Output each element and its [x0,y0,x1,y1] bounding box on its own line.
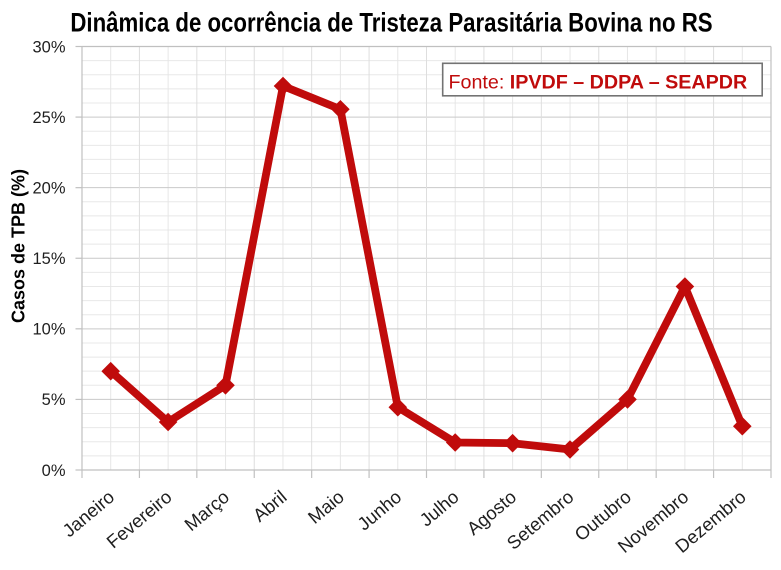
svg-text:Casos de TPB (%): Casos de TPB (%) [9,169,29,323]
svg-text:5%: 5% [42,391,66,409]
svg-text:15%: 15% [32,250,65,268]
svg-text:Dinâmica de ocorrência de Tris: Dinâmica de ocorrência de Tristeza Paras… [70,9,712,38]
svg-text:30%: 30% [32,38,65,56]
svg-text:25%: 25% [32,109,65,127]
svg-text:0%: 0% [42,462,66,480]
svg-text:10%: 10% [32,321,65,339]
svg-text:Fonte: IPVDF – DDPA – SEAPDR: Fonte: IPVDF – DDPA – SEAPDR [449,72,748,94]
svg-text:20%: 20% [32,180,65,198]
